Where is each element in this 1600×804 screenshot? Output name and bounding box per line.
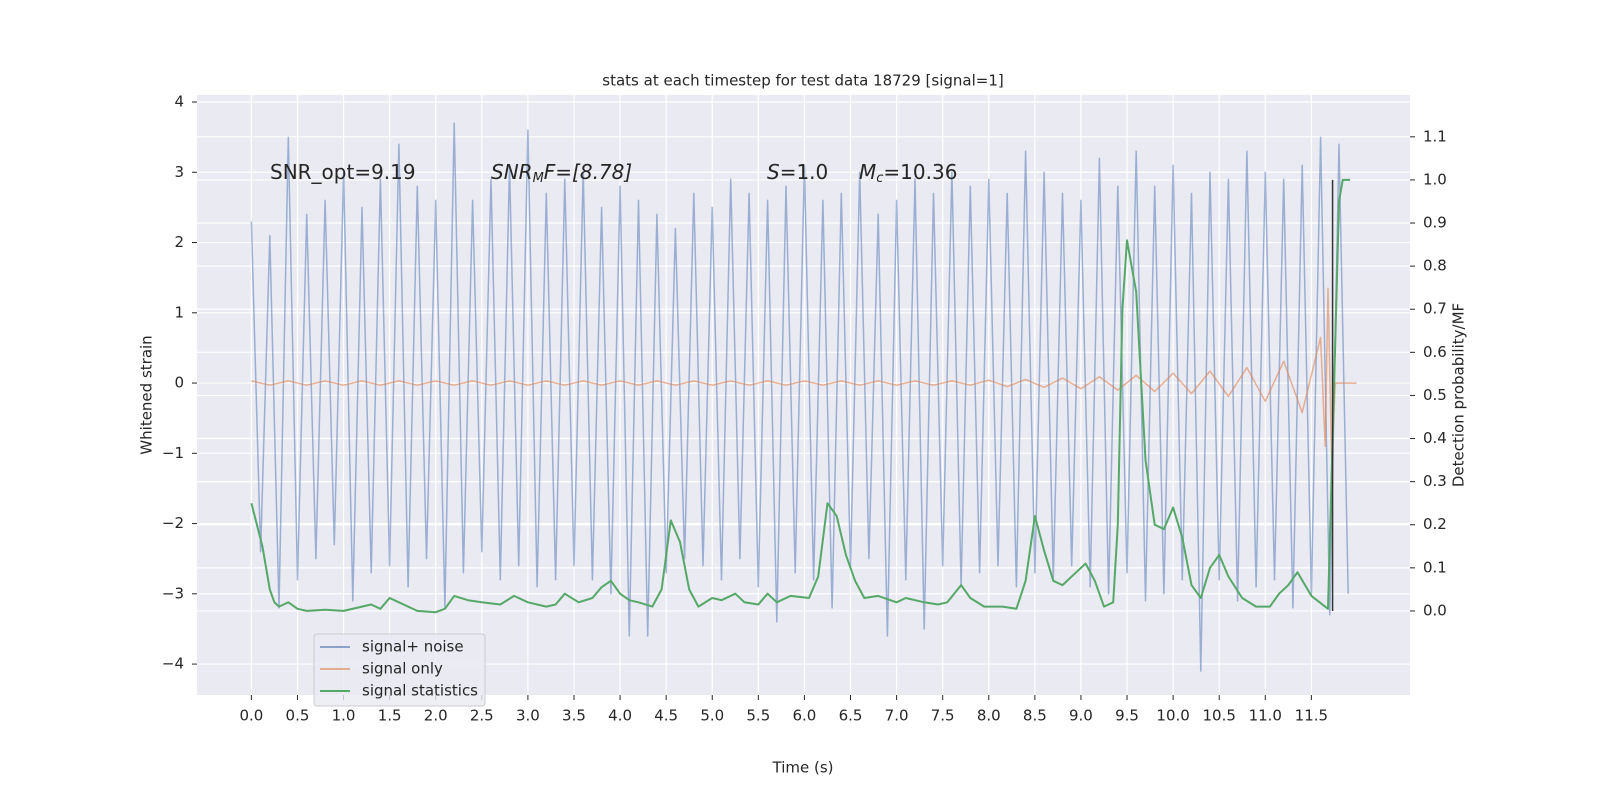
x-tick-label: 11.0 (1249, 707, 1282, 725)
x-tick-label: 6.5 (839, 707, 863, 725)
y-tick-label: −2 (162, 514, 184, 532)
x-tick-label: 7.0 (885, 707, 909, 725)
legend: signal+ noise signal only signal statistic… (313, 633, 486, 707)
y-tick-label: −1 (162, 444, 184, 462)
x-tick-label: 11.5 (1295, 707, 1328, 725)
y2-tick-label: 0.7 (1423, 300, 1447, 318)
y2-tick-label: 0.1 (1423, 558, 1447, 576)
y-tick-label: 3 (174, 163, 184, 181)
y-tick-label: 0 (174, 374, 184, 392)
annotation-text: M (859, 160, 876, 184)
y2-tick-label: 1.0 (1423, 170, 1447, 188)
annotation: Mc=10.36 (859, 160, 957, 186)
y2-tick-label: 1.1 (1423, 127, 1447, 145)
legend-label: signal statistics (362, 682, 478, 700)
legend-box (313, 633, 486, 707)
y-tick-label: 1 (174, 303, 184, 321)
y2-tick-label: 0.8 (1423, 257, 1447, 275)
y-tick-label: −4 (162, 655, 184, 673)
y-axis-label: Whitened strain (138, 335, 156, 454)
series-line (250, 178, 1351, 614)
y2-tick-label: 0.4 (1423, 429, 1447, 447)
x-tick-label: 9.5 (1115, 707, 1139, 725)
x-tick-label: 2.0 (424, 707, 448, 725)
series-line (251, 287, 1357, 462)
x-tick-label: 2.5 (470, 707, 494, 725)
y2-tick-label: 0.2 (1423, 515, 1447, 533)
y2-tick-label: 0.5 (1423, 386, 1447, 404)
x-tick-label: 1.0 (332, 707, 356, 725)
y2-tick-label: 0.6 (1423, 343, 1447, 361)
x-tick-label: 4.5 (654, 707, 678, 725)
annotation-subscript: c (876, 171, 883, 186)
annotation: SNR_opt=9.19 (270, 160, 416, 184)
annotation: SNRMF=[8.78] (491, 160, 632, 186)
x-tick-label: 8.0 (977, 707, 1001, 725)
x-tick-label: 5.5 (746, 707, 770, 725)
y-tick-label: 2 (174, 233, 184, 251)
x-tick-label: 7.5 (931, 707, 955, 725)
legend-label: signal+ noise (362, 638, 464, 656)
marks (250, 122, 1357, 672)
y2-tick-label: 0.0 (1423, 601, 1447, 619)
annotation-text: =10.36 (883, 160, 957, 184)
x-axis-label: Time (s) (772, 759, 834, 777)
x-tick-label: 8.5 (1023, 707, 1047, 725)
legend-label: signal only (362, 660, 443, 678)
chart-title: stats at each timestep for test data 187… (602, 72, 1003, 90)
y2-axis-label: Detection probability/MF (1450, 303, 1468, 487)
annotation-text: =1.0 (780, 160, 829, 184)
y2-tick-label: 0.3 (1423, 472, 1447, 490)
y2-tick-label: 0.9 (1423, 214, 1447, 232)
x-tick-label: 1.5 (378, 707, 402, 725)
y-tick-label: −3 (162, 584, 184, 602)
x-tick-label: 0.0 (239, 707, 263, 725)
annotation-text: SNR (491, 160, 533, 184)
x-tick-label: 6.0 (792, 707, 816, 725)
series-line (250, 122, 1349, 672)
x-tick-label: 0.5 (286, 707, 310, 725)
y-tick-label: 4 (174, 93, 184, 111)
annotation-text: F=[8.78] (544, 160, 632, 184)
x-tick-label: 10.0 (1156, 707, 1189, 725)
annotation-text: SNR_opt=9.19 (270, 160, 416, 184)
annotation-text: S (767, 160, 780, 184)
x-tick-label: 3.0 (516, 707, 540, 725)
x-tick-label: 3.5 (562, 707, 586, 725)
x-tick-label: 5.0 (700, 707, 724, 725)
x-tick-label: 4.0 (608, 707, 632, 725)
annotation: S=1.0 (767, 160, 828, 184)
annotation-subscript: M (533, 171, 544, 186)
x-tick-label: 9.0 (1069, 707, 1093, 725)
x-tick-label: 10.5 (1202, 707, 1235, 725)
